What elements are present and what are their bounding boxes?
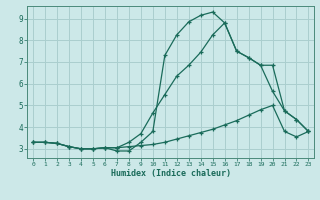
- X-axis label: Humidex (Indice chaleur): Humidex (Indice chaleur): [111, 169, 231, 178]
